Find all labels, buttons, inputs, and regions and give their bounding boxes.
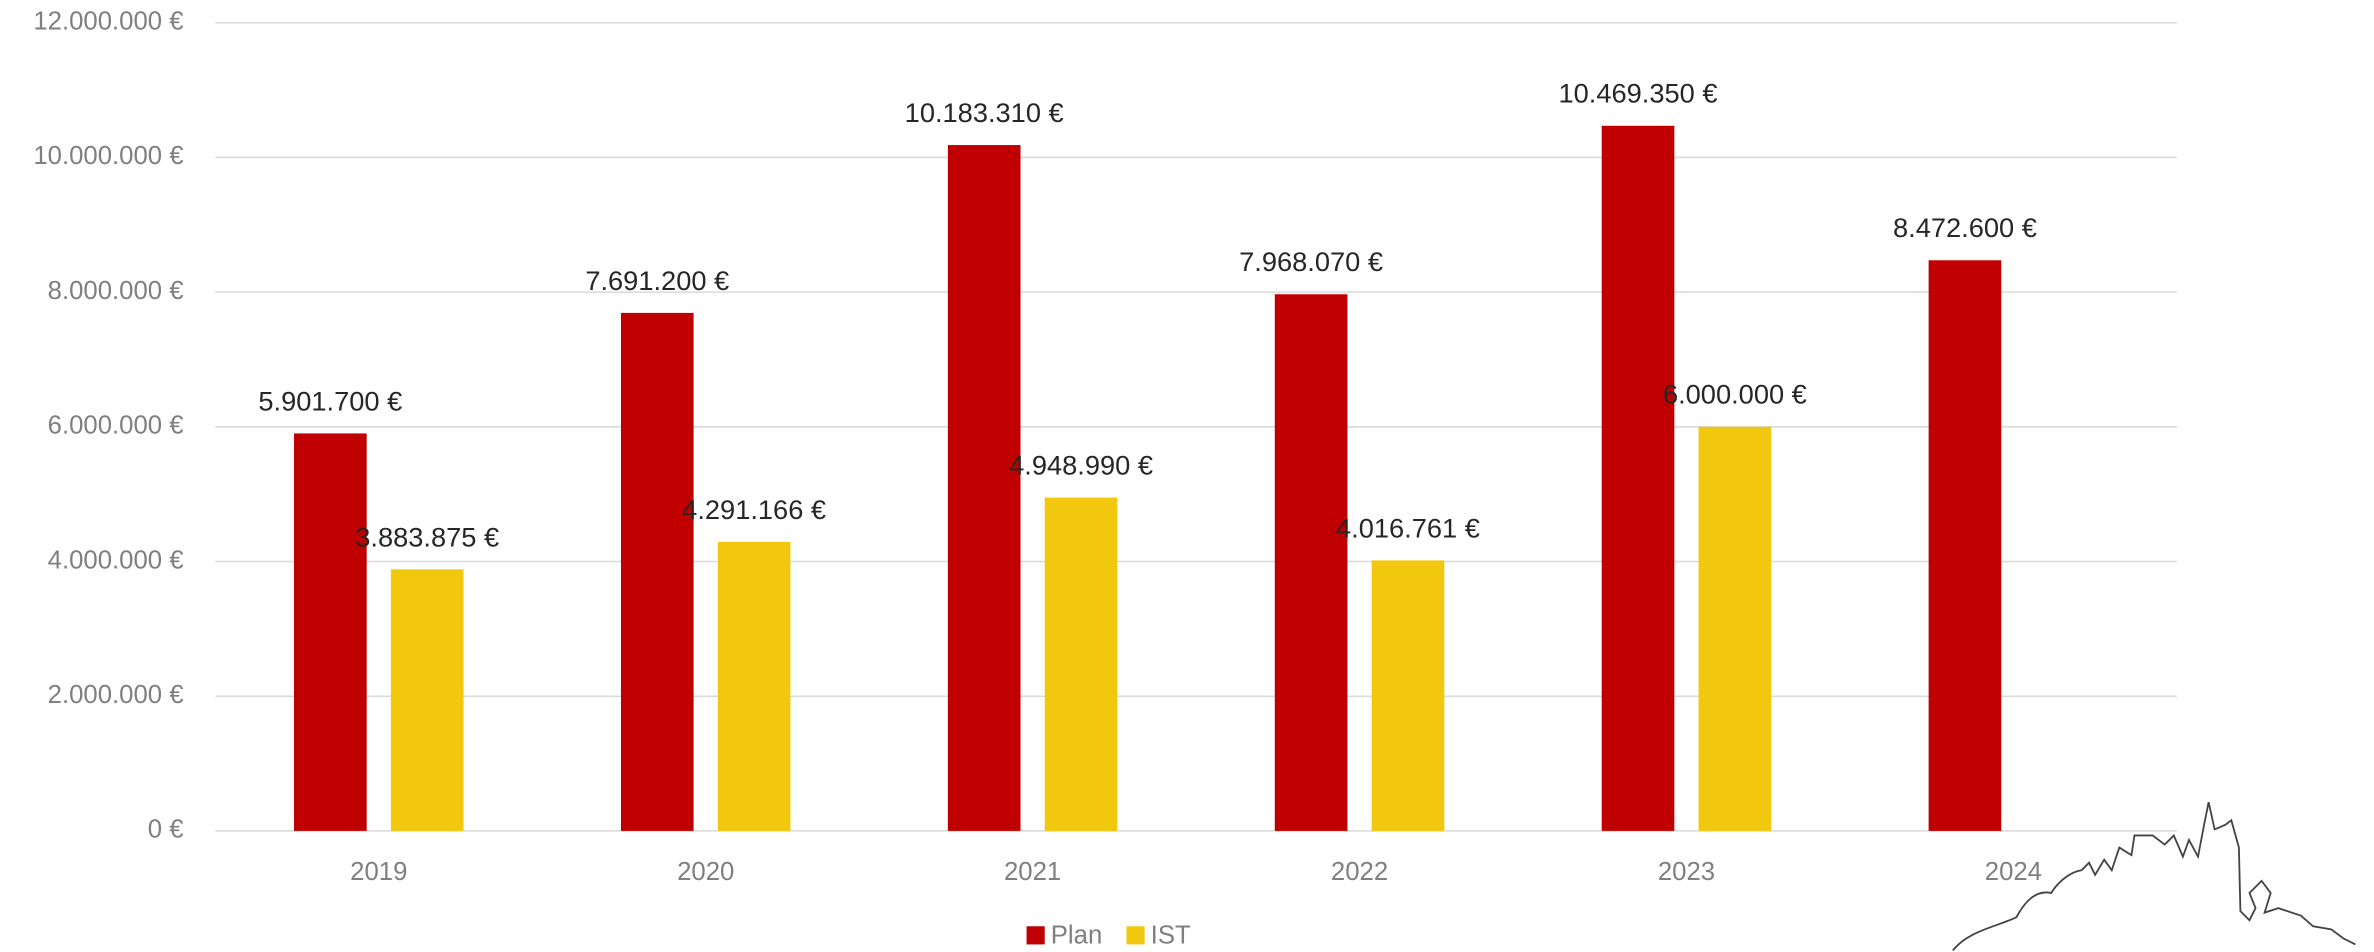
x-tick-label: 2020 (677, 858, 734, 886)
bar (718, 542, 791, 831)
bar (294, 433, 367, 830)
y-tick-label: 12.000.000 € (33, 7, 183, 35)
chart: 0 € 2.000.000 € 4.000.000 € 6.000.000 € 8.00… (0, 0, 2374, 952)
y-tick-label: 8.000.000 € (48, 277, 184, 305)
bar (948, 145, 1021, 831)
value-label: 5.901.700 € (258, 385, 402, 416)
x-tick-label: 2023 (1658, 858, 1715, 886)
x-tick-label: 2022 (1331, 858, 1388, 886)
bar (1275, 294, 1348, 831)
legend-swatch (1027, 926, 1045, 944)
bar (621, 313, 694, 831)
value-label: 7.691.200 € (585, 265, 729, 296)
legend-swatch (1126, 926, 1144, 944)
x-tick-label: 2019 (350, 858, 407, 886)
bar (1602, 126, 1675, 831)
y-tick-label: 4.000.000 € (48, 546, 184, 574)
y-tick-label: 10.000.000 € (33, 142, 183, 170)
y-tick-label: 0 € (148, 816, 184, 844)
bar (1699, 427, 1772, 831)
bar (1929, 260, 2002, 831)
legend-label: IST (1151, 922, 1191, 950)
value-label: 3.883.875 € (355, 521, 499, 552)
x-tick-label: 2021 (1004, 858, 1061, 886)
value-label: 4.291.166 € (682, 494, 826, 525)
legend-label: Plan (1051, 922, 1102, 950)
y-tick-label: 2.000.000 € (48, 681, 184, 709)
value-label: 8.472.600 € (1893, 212, 2037, 243)
bar (1045, 498, 1118, 831)
y-tick-label: 6.000.000 € (48, 412, 184, 440)
value-label: 7.968.070 € (1239, 246, 1383, 277)
value-label: 4.948.990 € (1009, 450, 1153, 481)
bar (391, 569, 464, 831)
value-label: 6.000.000 € (1663, 379, 1807, 410)
value-label: 4.016.761 € (1336, 512, 1480, 543)
page: {"chart_data": {"type": "bar", "categori… (0, 0, 2374, 952)
bar (1372, 560, 1445, 831)
x-tick-label: 2024 (1985, 858, 2042, 886)
value-label: 10.183.310 € (905, 97, 1064, 128)
value-label: 10.469.350 € (1559, 78, 1718, 109)
